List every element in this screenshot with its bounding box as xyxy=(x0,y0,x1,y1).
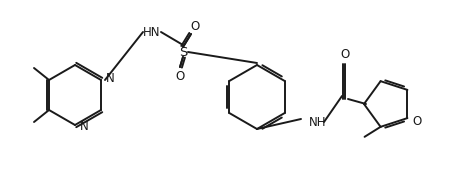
Text: O: O xyxy=(340,48,350,61)
Text: O: O xyxy=(175,69,185,82)
Text: HN: HN xyxy=(143,25,161,38)
Text: O: O xyxy=(412,115,422,128)
Text: O: O xyxy=(190,20,200,33)
Text: NH: NH xyxy=(309,115,327,128)
Text: S: S xyxy=(179,46,187,59)
Text: N: N xyxy=(80,120,89,133)
Text: N: N xyxy=(106,73,115,86)
